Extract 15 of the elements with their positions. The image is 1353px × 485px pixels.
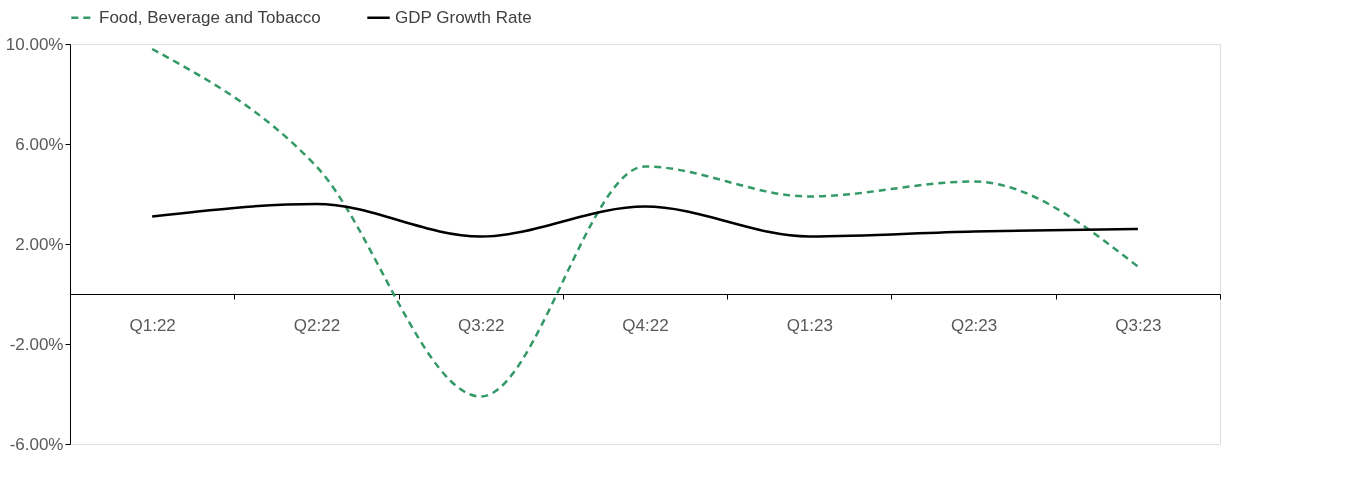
y-tick-label: 2.00% <box>15 234 64 254</box>
y-tick-label: -2.00% <box>9 334 64 354</box>
line-series <box>150 202 1140 238</box>
y-tick-label: 10.00% <box>5 34 64 54</box>
x-tick-label: Q3:23 <box>1115 315 1162 335</box>
legend-label: GDP Growth Rate <box>395 7 532 27</box>
y-tick-label: -6.00% <box>9 434 64 454</box>
y-tick-label: 6.00% <box>15 134 64 154</box>
x-tick-label: Q2:23 <box>950 315 998 335</box>
x-tick-label: Q2:22 <box>293 315 341 335</box>
x-tick-label: Q1:22 <box>129 315 176 335</box>
legend-label: Food, Beverage and Tobacco <box>99 7 321 27</box>
x-tick-label: Q4:22 <box>622 315 669 335</box>
x-tick-label: Q1:23 <box>786 315 833 335</box>
x-tick-label: Q3:22 <box>458 315 505 335</box>
